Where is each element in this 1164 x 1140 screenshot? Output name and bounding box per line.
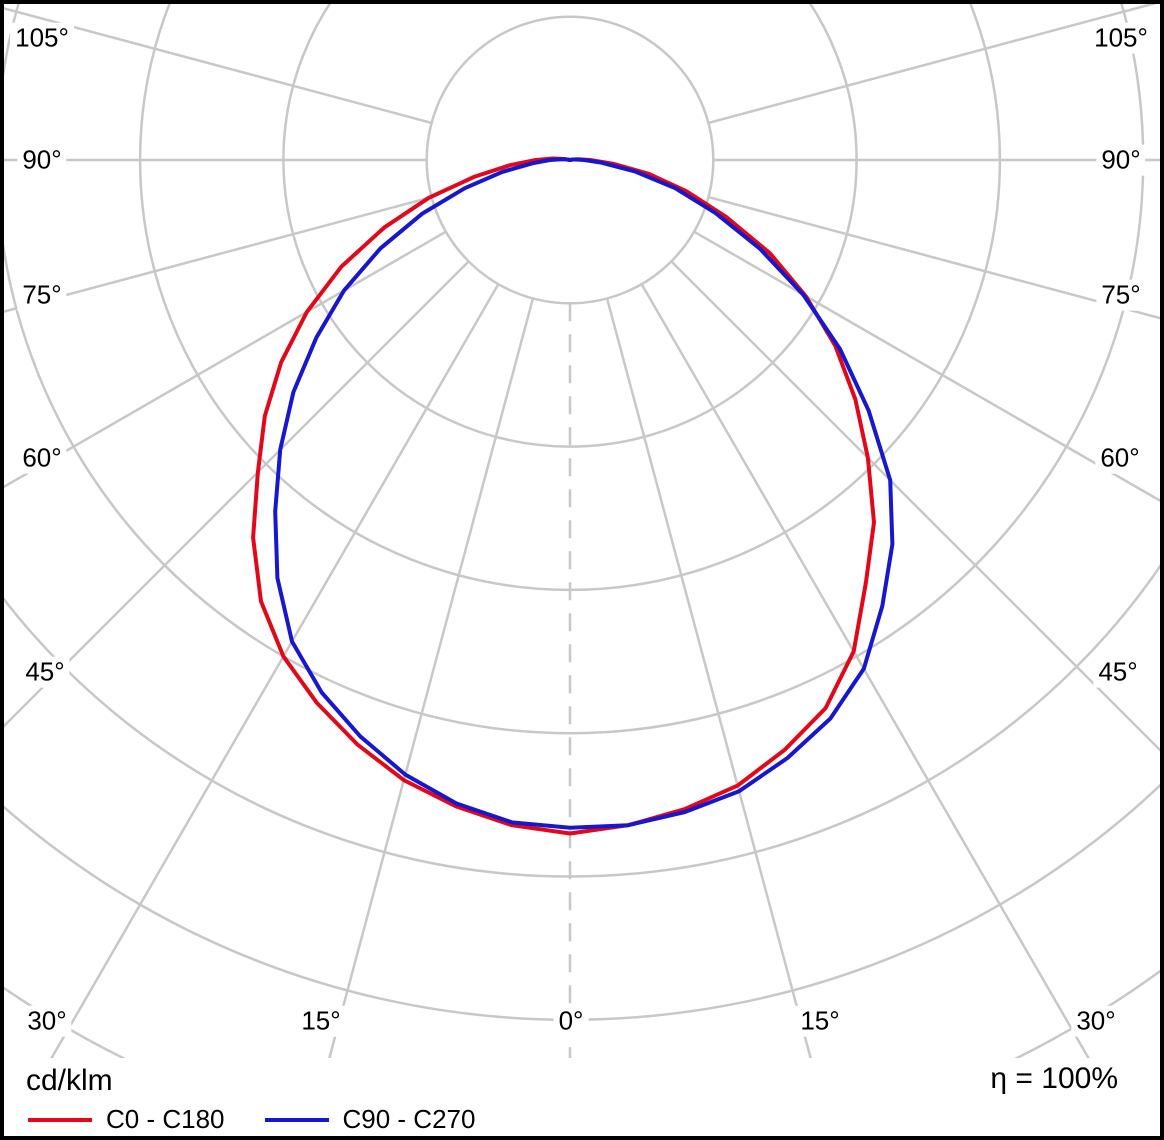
angle-label: 60° [1095, 442, 1145, 474]
curve-C90-C270 [273, 157, 895, 830]
angle-label: 15° [296, 1005, 346, 1037]
angle-label: 90° [1096, 144, 1146, 176]
angle-label: 15° [795, 1005, 845, 1037]
c90-c270-line-swatch-icon [264, 1117, 329, 1122]
angle-label: 75° [1096, 279, 1146, 311]
grid-radial-line [708, 0, 1164, 125]
grid-radial-line [693, 230, 1164, 505]
angle-label: 30° [22, 1005, 72, 1037]
legend: C0 - C180 C90 - C270 [28, 1104, 475, 1135]
curve-C0-C180 [251, 156, 876, 836]
grid-radial-line [0, 195, 432, 315]
angle-label: 45° [20, 656, 70, 688]
angle-label: 90° [17, 144, 67, 176]
grid-radial-line [670, 260, 1164, 756]
units-label: cd/klm [26, 1064, 113, 1097]
grid-radial-line [306, 298, 535, 1140]
grid-ring [0, 558, 1164, 878]
angle-label: 75° [17, 279, 67, 311]
angle-label: 60° [17, 442, 67, 474]
c0-c180-line-swatch-icon [28, 1117, 92, 1122]
efficiency-label: η = 100% [990, 1062, 1118, 1095]
legend-item-c0-c180: C0 - C180 [28, 1104, 225, 1135]
grid-radial-line [0, 5, 432, 125]
legend-label-c0-c180: C0 - C180 [106, 1104, 225, 1134]
angle-label: 105° [10, 22, 74, 54]
angle-label: 30° [1071, 1005, 1121, 1037]
angle-label: 105° [1089, 22, 1153, 54]
legend-item-c90-c270: C90 - C270 [264, 1104, 476, 1135]
legend-label-c90-c270: C90 - C270 [342, 1104, 476, 1134]
footer-strip [0, 1058, 1164, 1140]
grid-radial-line [0, 230, 447, 491]
grid-ring [0, 0, 1145, 735]
grid-radial-line [605, 298, 834, 1140]
grid-radial-line [0, 260, 470, 732]
grid-radial-line [708, 195, 1164, 321]
angle-label: 45° [1093, 656, 1143, 688]
grid-radial-line [2, 283, 500, 1140]
angle-label: 0° [553, 1005, 589, 1037]
grid-ring [0, 779, 1164, 1021]
